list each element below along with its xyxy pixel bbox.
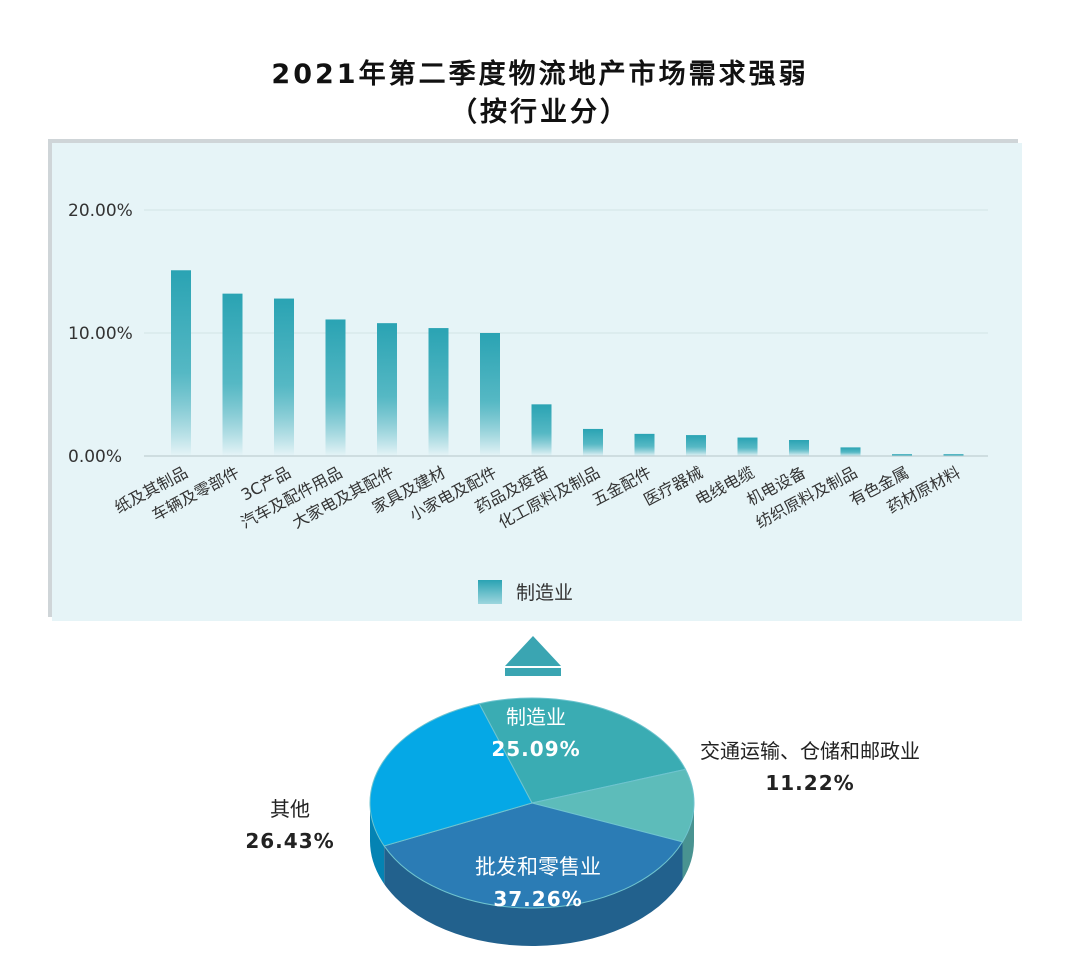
bar xyxy=(222,293,243,456)
bar xyxy=(737,437,758,456)
bar-chart: 0.00%10.00%20.00% 纸及其制品车辆及零部件3C产品汽车及配件用品… xyxy=(68,201,988,604)
pie-slice-side xyxy=(384,841,683,946)
legend-label: 制造业 xyxy=(516,582,573,604)
pie-label: 制造业 xyxy=(506,705,566,729)
chart-subtitle: （按行业分） xyxy=(450,97,630,128)
bar xyxy=(171,270,191,456)
pie-label: 批发和零售业 xyxy=(475,855,601,879)
pie-slice-side xyxy=(682,803,694,880)
y-tick-label: 20.00% xyxy=(68,201,133,221)
bar-chart-panel: 0.00% 10.00% 20.00% 纸及其制品 车辆及零部件 3C产品 汽车及配件用品… xyxy=(52,143,1022,621)
pie-slice xyxy=(478,697,687,804)
bar xyxy=(480,333,500,456)
legend-swatch xyxy=(478,580,502,604)
pie-slice-side xyxy=(370,803,385,884)
legend: 制造业 xyxy=(478,580,573,604)
bar xyxy=(274,298,294,456)
pie-value-label: 26.43% xyxy=(245,829,334,853)
y-tick-label: 0.00% xyxy=(68,447,122,467)
bar xyxy=(377,323,397,456)
bar xyxy=(789,440,809,456)
bar xyxy=(428,328,449,456)
bar xyxy=(943,454,964,456)
bar xyxy=(686,435,706,456)
pie-slice xyxy=(383,802,684,909)
bar xyxy=(583,428,603,456)
pie-value-label: 11.22% xyxy=(765,771,854,795)
pie-value-label: 25.09% xyxy=(491,737,580,761)
pie-value-label: 37.26% xyxy=(493,887,582,911)
pie-slice xyxy=(531,768,695,843)
chart-title: 2021年第二季度物流地产市场需求强弱 xyxy=(271,59,809,90)
pie-slice xyxy=(369,703,533,847)
bar xyxy=(531,404,552,456)
bar xyxy=(840,447,861,456)
pie-label: 交通运输、仓储和邮政业 xyxy=(700,739,920,763)
pie-label: 其他 xyxy=(270,797,310,821)
bar xyxy=(325,319,346,456)
bar xyxy=(634,433,655,456)
bar xyxy=(892,454,912,456)
y-tick-label: 10.00% xyxy=(68,324,133,344)
